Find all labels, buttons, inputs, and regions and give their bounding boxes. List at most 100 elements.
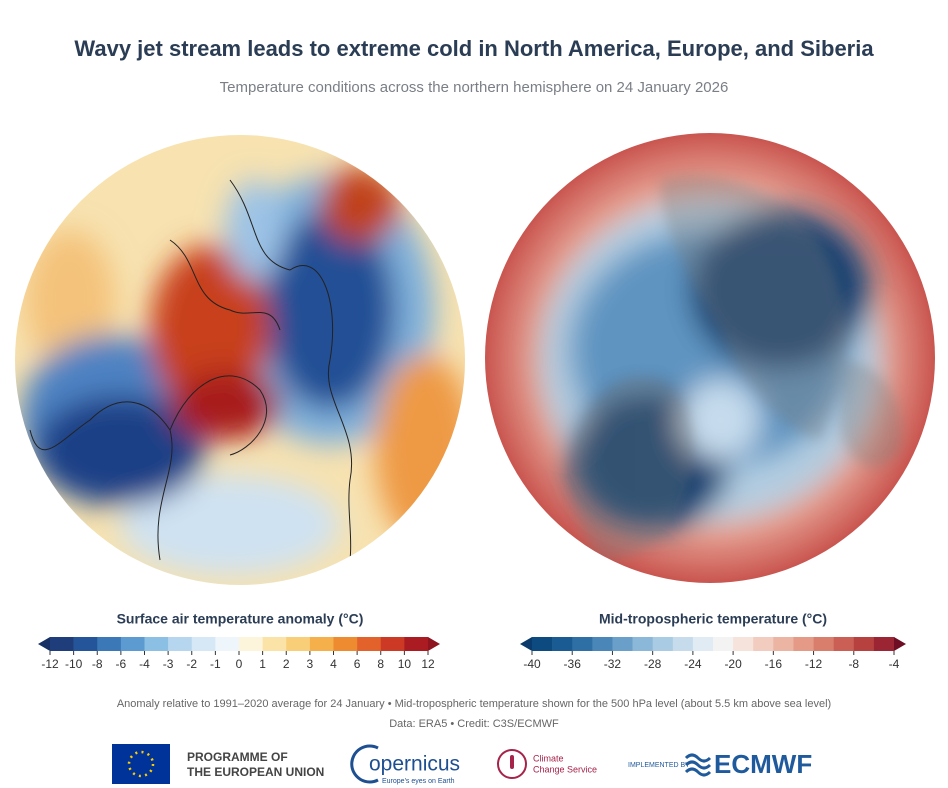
legend-swatch [692, 637, 714, 651]
land [660, 174, 846, 440]
legend-tick-label: 12 [421, 657, 435, 671]
legend-swatch [262, 637, 287, 651]
legend-swatch [833, 637, 855, 651]
legend-tick-label: -3 [163, 657, 174, 671]
eu-flag [112, 744, 170, 784]
logo-text: IMPLEMENTED BY [628, 762, 690, 769]
legend-tick-label: -12 [41, 657, 59, 671]
subtitle: Temperature conditions across the northe… [220, 79, 729, 96]
map-blob [170, 370, 280, 440]
coastlines [29, 179, 353, 585]
legend-tick-label: 6 [354, 657, 361, 671]
legend-swatch [672, 637, 694, 651]
logo-text: PROGRAMME OF [187, 750, 288, 764]
legend-swatch [404, 637, 429, 651]
footnote: Anomaly relative to 1991–2020 average fo… [117, 698, 831, 710]
legend-arrow [520, 637, 532, 651]
legend-swatch [793, 637, 814, 651]
logo-text: ECMWF [714, 749, 812, 779]
map-blob [265, 210, 395, 410]
legend-swatch [333, 637, 358, 651]
legend-tick-label: -12 [805, 657, 823, 671]
legend-swatch [733, 637, 754, 651]
legend-swatch [813, 637, 834, 651]
map-blob [320, 167, 400, 243]
legend-tick-label: -20 [724, 657, 742, 671]
legend-swatch [873, 637, 895, 651]
legend-tick-label: -36 [564, 657, 582, 671]
map-blob [25, 230, 115, 370]
legend-tick-label: -6 [116, 657, 127, 671]
legend-swatch [144, 637, 169, 651]
legend-tick-label: 2 [283, 657, 290, 671]
legend-arrow [428, 637, 440, 651]
legend-swatch [168, 637, 193, 651]
legend-title: Mid-tropospheric temperature (°C) [599, 611, 827, 627]
legend-swatch [612, 637, 633, 651]
c3s-icon [510, 755, 514, 769]
legend-swatch [215, 637, 240, 651]
legend-swatch [73, 637, 98, 651]
legend-swatch [239, 637, 263, 651]
legend-tick-label: -28 [644, 657, 662, 671]
copernicus-c [350, 744, 379, 784]
logo-text: Europe's eyes on Earth [382, 778, 455, 785]
legend-tick-label: 8 [377, 657, 384, 671]
map-blob [225, 180, 285, 280]
legend-swatch [309, 637, 334, 651]
legend-swatch [357, 637, 382, 651]
legend-tick-label: 10 [398, 657, 412, 671]
legend-arrow [38, 637, 50, 651]
legend-swatch [532, 637, 553, 651]
legend-tick-label: -4 [139, 657, 150, 671]
legend-swatch [191, 637, 216, 651]
c3s-logo: Climate Change Service [497, 749, 597, 779]
legend-tick-label: -2 [186, 657, 197, 671]
legend-swatch [50, 637, 74, 651]
legend-swatch [286, 637, 311, 651]
land [840, 360, 902, 468]
legend-tick-label: -24 [684, 657, 702, 671]
legend-swatch [380, 637, 405, 651]
title: Wavy jet stream leads to extreme cold in… [74, 36, 874, 61]
legend-swatch [120, 637, 145, 651]
ecmwf-waves [684, 753, 712, 777]
logo-text: THE EUROPEAN UNION [187, 765, 324, 779]
c3s-icon [497, 749, 527, 779]
legend-swatch [652, 637, 674, 651]
legend-title: Surface air temperature anomaly (°C) [117, 611, 364, 627]
legend-tick-label: -40 [523, 657, 541, 671]
legend-tick-label: -4 [889, 657, 900, 671]
anomaly-map [15, 135, 465, 585]
legend-tick-label: -10 [65, 657, 83, 671]
legend-swatch [97, 637, 122, 651]
legend-swatch [592, 637, 613, 651]
legend-swatch [572, 637, 593, 651]
legend-swatch [773, 637, 794, 651]
map-blob [375, 355, 465, 545]
temperature-map [485, 133, 935, 583]
land-overlay [572, 174, 902, 560]
map-field [20, 167, 465, 575]
legend-tick-label: -16 [765, 657, 783, 671]
map-blob [120, 475, 340, 575]
coastline [229, 179, 353, 585]
logo-text: opernicus [369, 753, 460, 776]
legend-tick-label: 1 [259, 657, 266, 671]
legend-swatch [753, 637, 774, 651]
land [572, 376, 693, 560]
coastline [29, 375, 267, 561]
map-blob [680, 380, 760, 460]
legend-tick-label: -1 [210, 657, 221, 671]
legend-tick-label: 3 [307, 657, 314, 671]
legend-tick-label: 4 [330, 657, 337, 671]
copernicus-logo: opernicus Europe's eyes on Earth [350, 744, 460, 785]
legends: Surface air temperature anomaly (°C)-12-… [38, 611, 906, 671]
map-blob [35, 395, 205, 505]
legend-swatch [632, 637, 653, 651]
legend-tick-label: 0 [236, 657, 243, 671]
legend-tick-label: -32 [604, 657, 622, 671]
credit: Data: ERA5 • Credit: C3S/ECMWF [389, 718, 559, 730]
coastline [169, 239, 281, 331]
